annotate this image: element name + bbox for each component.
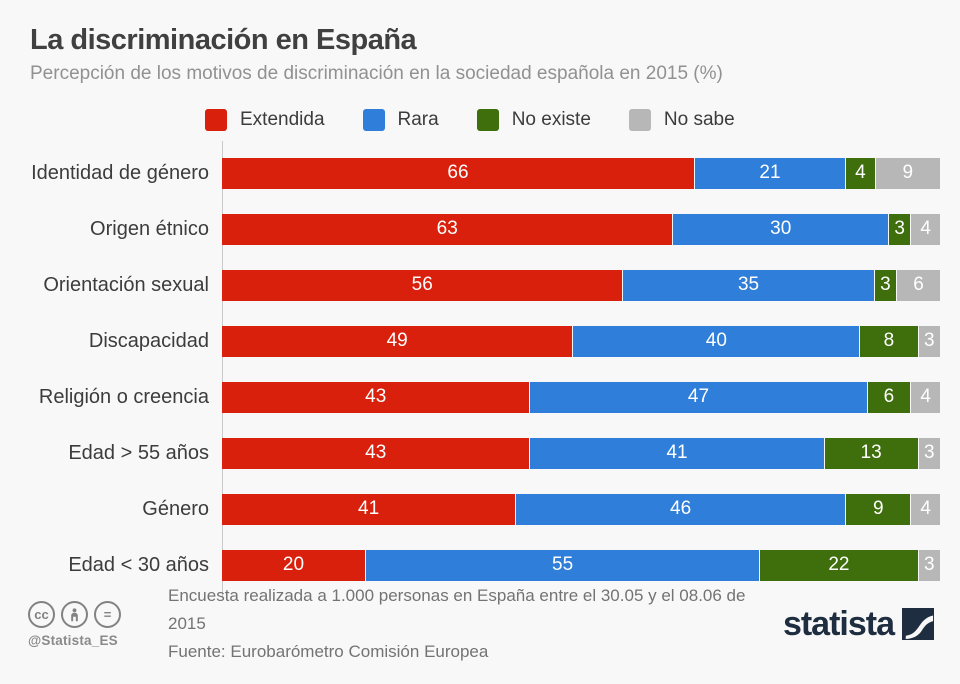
- bar-segment: 4: [911, 493, 940, 525]
- bar-segment: 63: [222, 213, 673, 245]
- bar-segment: 43: [222, 437, 530, 469]
- equal-icon: =: [94, 600, 121, 628]
- bar-segment: 22: [760, 549, 918, 581]
- legend-item: Extendida: [205, 109, 325, 131]
- legend-item: No sabe: [628, 109, 735, 131]
- category-label: Religión o creencia: [38, 385, 209, 408]
- page-title: La discriminación en España: [30, 24, 417, 56]
- legend-item: Rara: [362, 109, 439, 131]
- bar-segment: 8: [860, 325, 918, 357]
- legend-label: Rara: [397, 109, 439, 130]
- bar-segment: 3: [888, 213, 911, 245]
- statista-wordmark: statista: [782, 605, 895, 643]
- chart-row: Edad > 55 años 43 41 13 3: [0, 425, 960, 481]
- bar-segment: 20: [222, 549, 365, 581]
- bar-segment: 4: [911, 213, 940, 245]
- bar-segment: 30: [673, 213, 888, 245]
- bar-segment: 21: [694, 157, 846, 189]
- survey-note: Encuesta realizada a 1.000 personas en E…: [168, 586, 746, 633]
- category-label: Edad > 55 años: [68, 441, 209, 464]
- attribution-icon: [61, 600, 88, 628]
- bar-segment: 66: [222, 157, 694, 189]
- cc-icon: cc: [28, 600, 55, 628]
- legend-label: No sabe: [663, 109, 735, 130]
- stacked-bar: 43 47 6 4: [222, 381, 940, 413]
- legend-label: Extendida: [240, 109, 325, 130]
- bar-segment: 9: [875, 157, 940, 189]
- stacked-bar: 20 55 22 3: [222, 549, 940, 581]
- category-label: Origen étnico: [90, 217, 209, 240]
- chart-row: Género 41 46 9 4: [0, 481, 960, 537]
- chart-row: Identidad de género 66 21 4 9: [0, 145, 960, 201]
- bar-segment: 55: [366, 549, 760, 581]
- axis-line: [222, 141, 223, 597]
- legend: Extendida Rara No existe No sabe: [205, 109, 960, 131]
- bar-segment: 6: [867, 381, 911, 413]
- legend-swatch: [628, 109, 651, 131]
- legend-swatch: [362, 109, 385, 131]
- category-label: Orientación sexual: [43, 273, 209, 296]
- category-label: Discapacidad: [88, 329, 209, 352]
- bar-segment: 56: [222, 269, 623, 301]
- chart-row: Edad < 30 años 20 55 22 3: [0, 537, 960, 593]
- bar-segment: 41: [222, 493, 516, 525]
- twitter-handle: @Statista_ES: [28, 632, 118, 648]
- legend-item: No existe: [476, 109, 591, 131]
- bar-segment: 41: [530, 437, 824, 469]
- source-notes: Encuesta realizada a 1.000 personas en E…: [168, 582, 783, 666]
- footer: cc = @Statista_ES Encuesta realizada a 1…: [0, 570, 960, 684]
- bar-segment: 3: [874, 269, 897, 301]
- statista-logo-mark: [902, 608, 934, 640]
- stacked-bar: 49 40 8 3: [222, 325, 940, 357]
- page-subtitle: Percepción de los motivos de discriminac…: [30, 63, 723, 84]
- chart-row: Orientación sexual 56 35 3 6: [0, 257, 960, 313]
- category-label: Identidad de género: [31, 161, 209, 184]
- category-label: Género: [142, 497, 209, 520]
- bar-segment: 40: [573, 325, 860, 357]
- legend-label: No existe: [511, 109, 591, 130]
- header: La discriminación en España Percepción d…: [0, 0, 960, 85]
- chart-row: Religión o creencia 43 47 6 4: [0, 369, 960, 425]
- bar-segment: 4: [911, 381, 940, 413]
- chart-row: Origen étnico 63 30 3 4: [0, 201, 960, 257]
- bar-segment: 46: [516, 493, 846, 525]
- statista-logo: statista: [783, 607, 934, 641]
- source-note: Fuente: Eurobarómetro Comisión Europea: [168, 642, 489, 661]
- legend-swatch: [476, 109, 499, 131]
- stacked-bar: 56 35 3 6: [222, 269, 940, 301]
- bar-segment: 35: [623, 269, 874, 301]
- bar-segment: 47: [530, 381, 867, 413]
- stacked-bar: 41 46 9 4: [222, 493, 940, 525]
- bar-segment: 4: [846, 157, 875, 189]
- bar-segment: 3: [918, 437, 940, 469]
- bar-segment: 49: [222, 325, 573, 357]
- stacked-bar-chart: Identidad de género 66 21 4 9 Origen étnico…: [0, 141, 960, 597]
- category-label: Edad < 30 años: [68, 553, 209, 576]
- license-block: cc = @Statista_ES: [28, 600, 140, 648]
- bar-segment: 9: [846, 493, 911, 525]
- chart-row: Discapacidad 49 40 8 3: [0, 313, 960, 369]
- stacked-bar: 66 21 4 9: [222, 157, 940, 189]
- bar-segment: 6: [897, 269, 940, 301]
- bar-segment: 43: [222, 381, 530, 413]
- stacked-bar: 43 41 13 3: [222, 437, 940, 469]
- legend-swatch: [205, 109, 227, 131]
- bar-segment: 3: [918, 549, 940, 581]
- bar-segment: 13: [824, 437, 918, 469]
- cc-license-icons: cc =: [28, 600, 140, 628]
- bar-segment: 3: [918, 325, 940, 357]
- stacked-bar: 63 30 3 4: [222, 213, 940, 245]
